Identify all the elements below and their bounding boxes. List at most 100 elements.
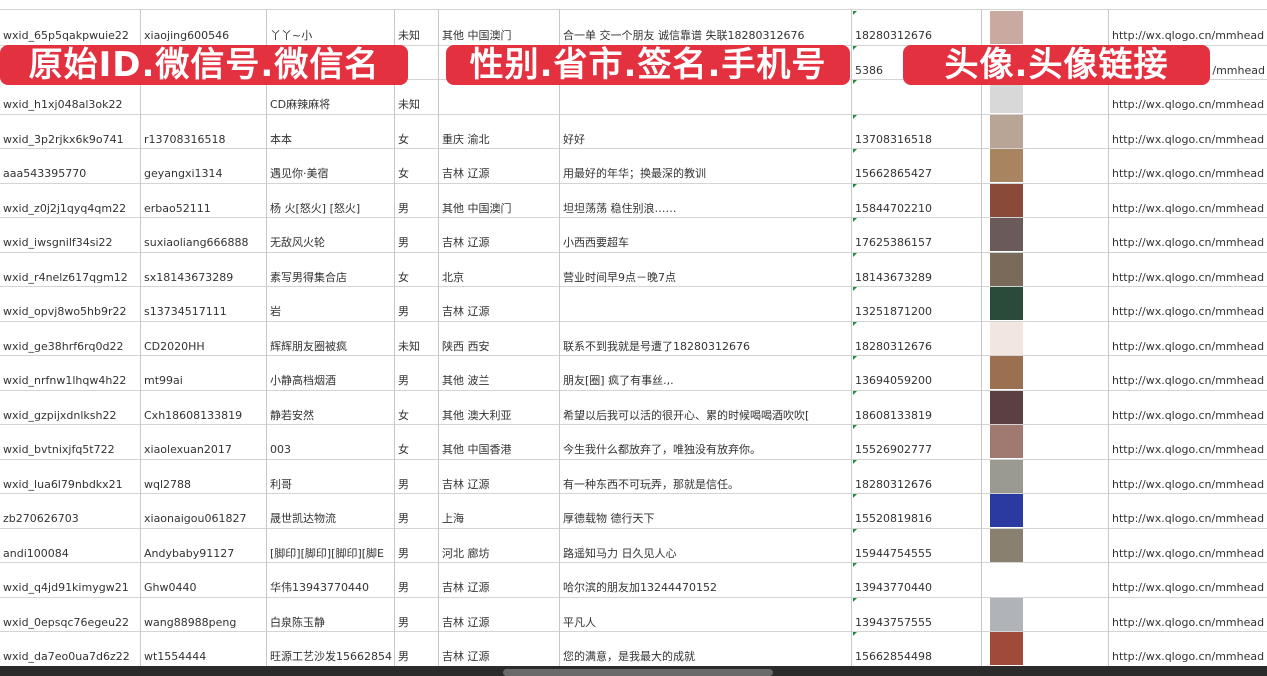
signature-cell[interactable]: 朋友[圈] 疯了有事丝.,. [560, 355, 852, 390]
signature-cell[interactable]: 您的满意，是我最大的成就 [560, 631, 852, 666]
signature-cell[interactable]: 平凡人 [560, 596, 852, 631]
avatar-cell[interactable] [982, 493, 1109, 528]
signature-cell[interactable]: 营业时间早9点－晚7点 [560, 251, 852, 286]
avatar-url-cell[interactable]: http://wx.qlogo.cn/mmhead [1109, 631, 1267, 666]
gender-cell[interactable]: 男 [395, 182, 439, 217]
original-id-cell[interactable]: wxid_gzpijxdnlksh22 [0, 389, 141, 424]
signature-cell[interactable]: 路遥知马力 日久见人心 [560, 527, 852, 562]
gender-cell[interactable]: 未知 [395, 79, 439, 114]
region-cell[interactable]: 河北 廊坊 [439, 527, 560, 562]
avatar-url-cell[interactable]: http://wx.qlogo.cn/mmhead [1109, 459, 1267, 494]
signature-cell[interactable]: 今生我什么都放弃了，唯独没有放弃你。 [560, 424, 852, 459]
wechat-name-cell[interactable]: 本本 [267, 113, 395, 148]
region-cell[interactable] [439, 79, 560, 114]
region-cell[interactable]: 吉林 辽源 [439, 596, 560, 631]
gender-cell[interactable]: 未知 [395, 320, 439, 355]
original-id-cell[interactable]: wxid_nrfnw1lhqw4h22 [0, 355, 141, 390]
original-id-cell[interactable]: wxid_da7eo0ua7d6z22 [0, 631, 141, 666]
region-cell[interactable]: 其他 中国澳门 [439, 182, 560, 217]
wechat-id-cell[interactable]: Ghw0440 [141, 562, 267, 597]
wechat-name-cell[interactable]: 岩 [267, 286, 395, 321]
wechat-name-cell[interactable]: 杨 火[怒火] [怒火] [267, 182, 395, 217]
gender-cell[interactable]: 男 [395, 527, 439, 562]
wechat-id-cell[interactable]: xiaonaigou061827 [141, 493, 267, 528]
gender-cell[interactable]: 男 [395, 562, 439, 597]
original-id-cell[interactable]: aaa543395770 [0, 148, 141, 183]
avatar-url-cell[interactable]: http://wx.qlogo.cn/mmhead [1109, 355, 1267, 390]
signature-cell[interactable] [560, 79, 852, 114]
avatar-cell[interactable] [982, 596, 1109, 631]
avatar-url-cell[interactable]: http://wx.qlogo.cn/mmhead [1109, 286, 1267, 321]
phone-cell[interactable]: 15944754555 [852, 527, 982, 562]
wechat-name-cell[interactable]: 华伟13943770440 [267, 562, 395, 597]
wechat-name-cell[interactable]: 素写男得集合店 [267, 251, 395, 286]
original-id-cell[interactable]: wxid_ge38hrf6rq0d22 [0, 320, 141, 355]
gender-cell[interactable]: 男 [395, 493, 439, 528]
wechat-id-cell[interactable]: s13734517111 [141, 286, 267, 321]
original-id-cell[interactable]: wxid_65p5qakpwuie22 [0, 10, 141, 45]
original-id-cell[interactable]: wxid_0epsqc76egeu22 [0, 596, 141, 631]
wechat-id-cell[interactable]: geyangxi1314 [141, 148, 267, 183]
wechat-id-cell[interactable] [141, 79, 267, 114]
avatar-url-cell[interactable]: http://wx.qlogo.cn/mmhead [1109, 562, 1267, 597]
region-cell[interactable]: 吉林 辽源 [439, 458, 560, 493]
original-id-cell[interactable]: wxid_lua6l79nbdkx21 [0, 458, 141, 493]
region-cell[interactable]: 其他 中国澳门 [439, 10, 560, 45]
phone-cell[interactable]: 13943757555 [852, 596, 982, 631]
gender-cell[interactable]: 男 [395, 217, 439, 252]
wechat-id-cell[interactable]: r13708316518 [141, 113, 267, 148]
avatar-url-cell[interactable]: http://wx.qlogo.cn/mmhead [1109, 597, 1267, 632]
avatar-cell[interactable] [982, 389, 1109, 424]
signature-cell[interactable]: 联系不到我就是号遭了18280312676 [560, 320, 852, 355]
avatar-url-cell[interactable]: /mmhead [1109, 45, 1267, 80]
avatar-url-cell[interactable]: http://wx.qlogo.cn/mmhead [1109, 390, 1267, 425]
avatar-url-cell[interactable]: http://wx.qlogo.cn/mmhead [1109, 528, 1267, 563]
wechat-id-cell[interactable]: wt1554444 [141, 631, 267, 666]
wechat-id-cell[interactable]: xiaojing600546 [141, 10, 267, 45]
region-cell[interactable]: 吉林 辽源 [439, 148, 560, 183]
wechat-id-cell[interactable]: CD2020HH [141, 320, 267, 355]
wechat-id-cell[interactable]: suxiaoliang666888 [141, 217, 267, 252]
wechat-name-cell[interactable]: 小静高档烟酒 [267, 355, 395, 390]
original-id-cell[interactable]: wxid_q4jd91kimygw21 [0, 562, 141, 597]
phone-cell[interactable]: 17625386157 [852, 217, 982, 252]
phone-cell[interactable]: 13694059200 [852, 355, 982, 390]
avatar-cell[interactable] [982, 148, 1109, 183]
phone-cell[interactable]: 18280312676 [852, 10, 982, 45]
signature-cell[interactable]: 好好 [560, 113, 852, 148]
region-cell[interactable]: 吉林 辽源 [439, 286, 560, 321]
gender-cell[interactable]: 未知 [395, 10, 439, 45]
phone-cell[interactable]: 15662865427 [852, 148, 982, 183]
wechat-id-cell[interactable]: wang88988peng [141, 596, 267, 631]
avatar-cell[interactable] [982, 113, 1109, 148]
region-cell[interactable]: 其他 波兰 [439, 355, 560, 390]
phone-cell[interactable]: 13943770440 [852, 562, 982, 597]
wechat-id-cell[interactable]: Cxh18608133819 [141, 389, 267, 424]
original-id-cell[interactable]: wxid_opvj8wo5hb9r22 [0, 286, 141, 321]
wechat-id-cell[interactable]: wql2788 [141, 458, 267, 493]
gender-cell[interactable]: 男 [395, 355, 439, 390]
horizontal-scrollbar[interactable] [503, 669, 773, 676]
signature-cell[interactable]: 有一种东西不可玩弄，那就是信任。 [560, 458, 852, 493]
region-cell[interactable]: 北京 [439, 251, 560, 286]
wechat-name-cell[interactable]: 丫丫~小 [267, 10, 395, 45]
wechat-id-cell[interactable]: sx18143673289 [141, 251, 267, 286]
gender-cell[interactable]: 男 [395, 631, 439, 666]
wechat-name-cell[interactable]: 无敌风火轮 [267, 217, 395, 252]
signature-cell[interactable]: 合一单 交一个朋友 诚信靠谱 失联18280312676 [560, 10, 852, 45]
wechat-id-cell[interactable]: mt99ai [141, 355, 267, 390]
wechat-name-cell[interactable]: 旺源工艺沙发15662854 [267, 631, 395, 666]
avatar-cell[interactable] [982, 458, 1109, 493]
avatar-cell[interactable] [982, 320, 1109, 355]
wechat-name-cell[interactable]: 辉辉朋友圈被疯 [267, 320, 395, 355]
avatar-cell[interactable] [982, 355, 1109, 390]
phone-cell[interactable]: 18280312676 [852, 458, 982, 493]
gender-cell[interactable]: 男 [395, 286, 439, 321]
phone-cell[interactable] [852, 79, 982, 114]
signature-cell[interactable]: 哈尔滨的朋友加13244470152 [560, 562, 852, 597]
phone-cell[interactable]: 18143673289 [852, 251, 982, 286]
original-id-cell[interactable]: wxid_r4nelz617qgm12 [0, 251, 141, 286]
original-id-cell[interactable]: wxid_z0j2j1qyq4qm22 [0, 182, 141, 217]
avatar-url-cell[interactable]: http://wx.qlogo.cn/mmhead [1109, 252, 1267, 287]
region-cell[interactable]: 其他 澳大利亚 [439, 389, 560, 424]
